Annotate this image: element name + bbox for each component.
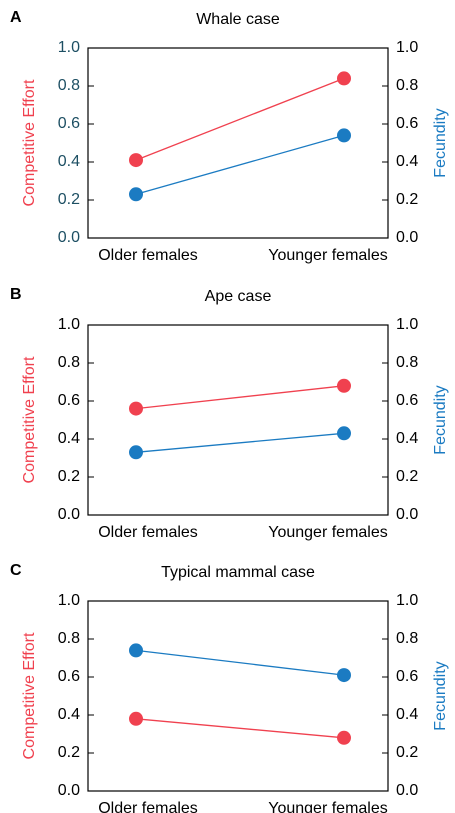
y2-tick-label: 0.0 [396,229,418,246]
panel-label: C [10,562,22,579]
plot-frame [87,47,389,239]
x-tick-label: Older females [98,247,198,264]
x-tick-label: Younger females [268,800,388,813]
y-tick-label: 0.6 [58,668,80,685]
series-line [135,134,345,195]
y2-tick-label: 0.8 [396,77,418,94]
series-line [135,77,345,161]
y2-tick-label: 1.0 [396,316,418,333]
y2-tick-label: 0.4 [396,153,418,170]
y-tick-label: 0.4 [58,430,80,447]
y2-tick-label: 0.2 [396,744,418,761]
y-tick-label: 0.8 [58,77,80,94]
data-point [337,426,351,441]
y2-tick-label: 0.4 [396,430,418,447]
panel-label: A [10,9,22,26]
x-tick-label: Younger females [268,524,388,541]
y2-tick-label: 0.8 [396,354,418,371]
data-point [337,668,351,683]
series-line [135,385,345,410]
y-tick-label: 0.2 [58,468,80,485]
y-tick-label: 0.4 [58,153,80,170]
y-tick-label: 1.0 [58,592,80,609]
chart-title: Whale case [196,11,280,28]
data-point [129,445,143,460]
y2-tick-label: 0.0 [396,782,418,799]
y-tick-label: 0.2 [58,191,80,208]
y2-tick-label: 1.0 [396,592,418,609]
y-tick-label: 0.8 [58,354,80,371]
y-tick-label: 0.8 [58,630,80,647]
data-point [337,71,351,86]
data-point [129,153,143,168]
x-tick-label: Younger females [268,247,388,264]
y2-tick-label: 0.2 [396,191,418,208]
data-point [129,643,143,658]
y2-tick-label: 0.6 [396,115,418,132]
plot-frame [87,324,389,516]
y-tick-label: 0.4 [58,706,80,723]
y-tick-label: 0.0 [58,782,80,799]
series-line [135,432,345,453]
y2-axis-label: Fecundity [432,385,449,454]
y-tick-label: 1.0 [58,316,80,333]
y-tick-label: 0.2 [58,744,80,761]
y2-tick-label: 1.0 [396,39,418,56]
x-tick-label: Older females [98,524,198,541]
y-axis-label: Competitive Effort [21,79,38,206]
y-tick-label: 1.0 [58,39,80,56]
data-point [337,378,351,393]
y2-axis-label: Fecundity [432,108,449,177]
data-point [129,711,143,726]
data-point [129,187,143,202]
y-tick-label: 0.6 [58,115,80,132]
chart-title: Ape case [205,288,272,305]
series-line [135,718,345,739]
series-line [135,649,345,676]
y-tick-label: 0.0 [58,506,80,523]
y2-tick-label: 0.8 [396,630,418,647]
y2-tick-label: 0.6 [396,392,418,409]
chart-title: Typical mammal case [161,564,315,581]
y2-tick-label: 0.4 [396,706,418,723]
y-tick-label: 0.0 [58,229,80,246]
panel-label: B [10,286,22,303]
data-point [129,401,143,416]
y2-tick-label: 0.2 [396,468,418,485]
y2-tick-label: 0.6 [396,668,418,685]
y-axis-label: Competitive Effort [21,632,38,759]
plot-frame [87,600,389,792]
y-axis-label: Competitive Effort [21,356,38,483]
y2-axis-label: Fecundity [432,661,449,730]
x-tick-label: Older females [98,800,198,813]
y2-tick-label: 0.0 [396,506,418,523]
data-point [337,730,351,745]
data-point [337,128,351,143]
y-tick-label: 0.6 [58,392,80,409]
